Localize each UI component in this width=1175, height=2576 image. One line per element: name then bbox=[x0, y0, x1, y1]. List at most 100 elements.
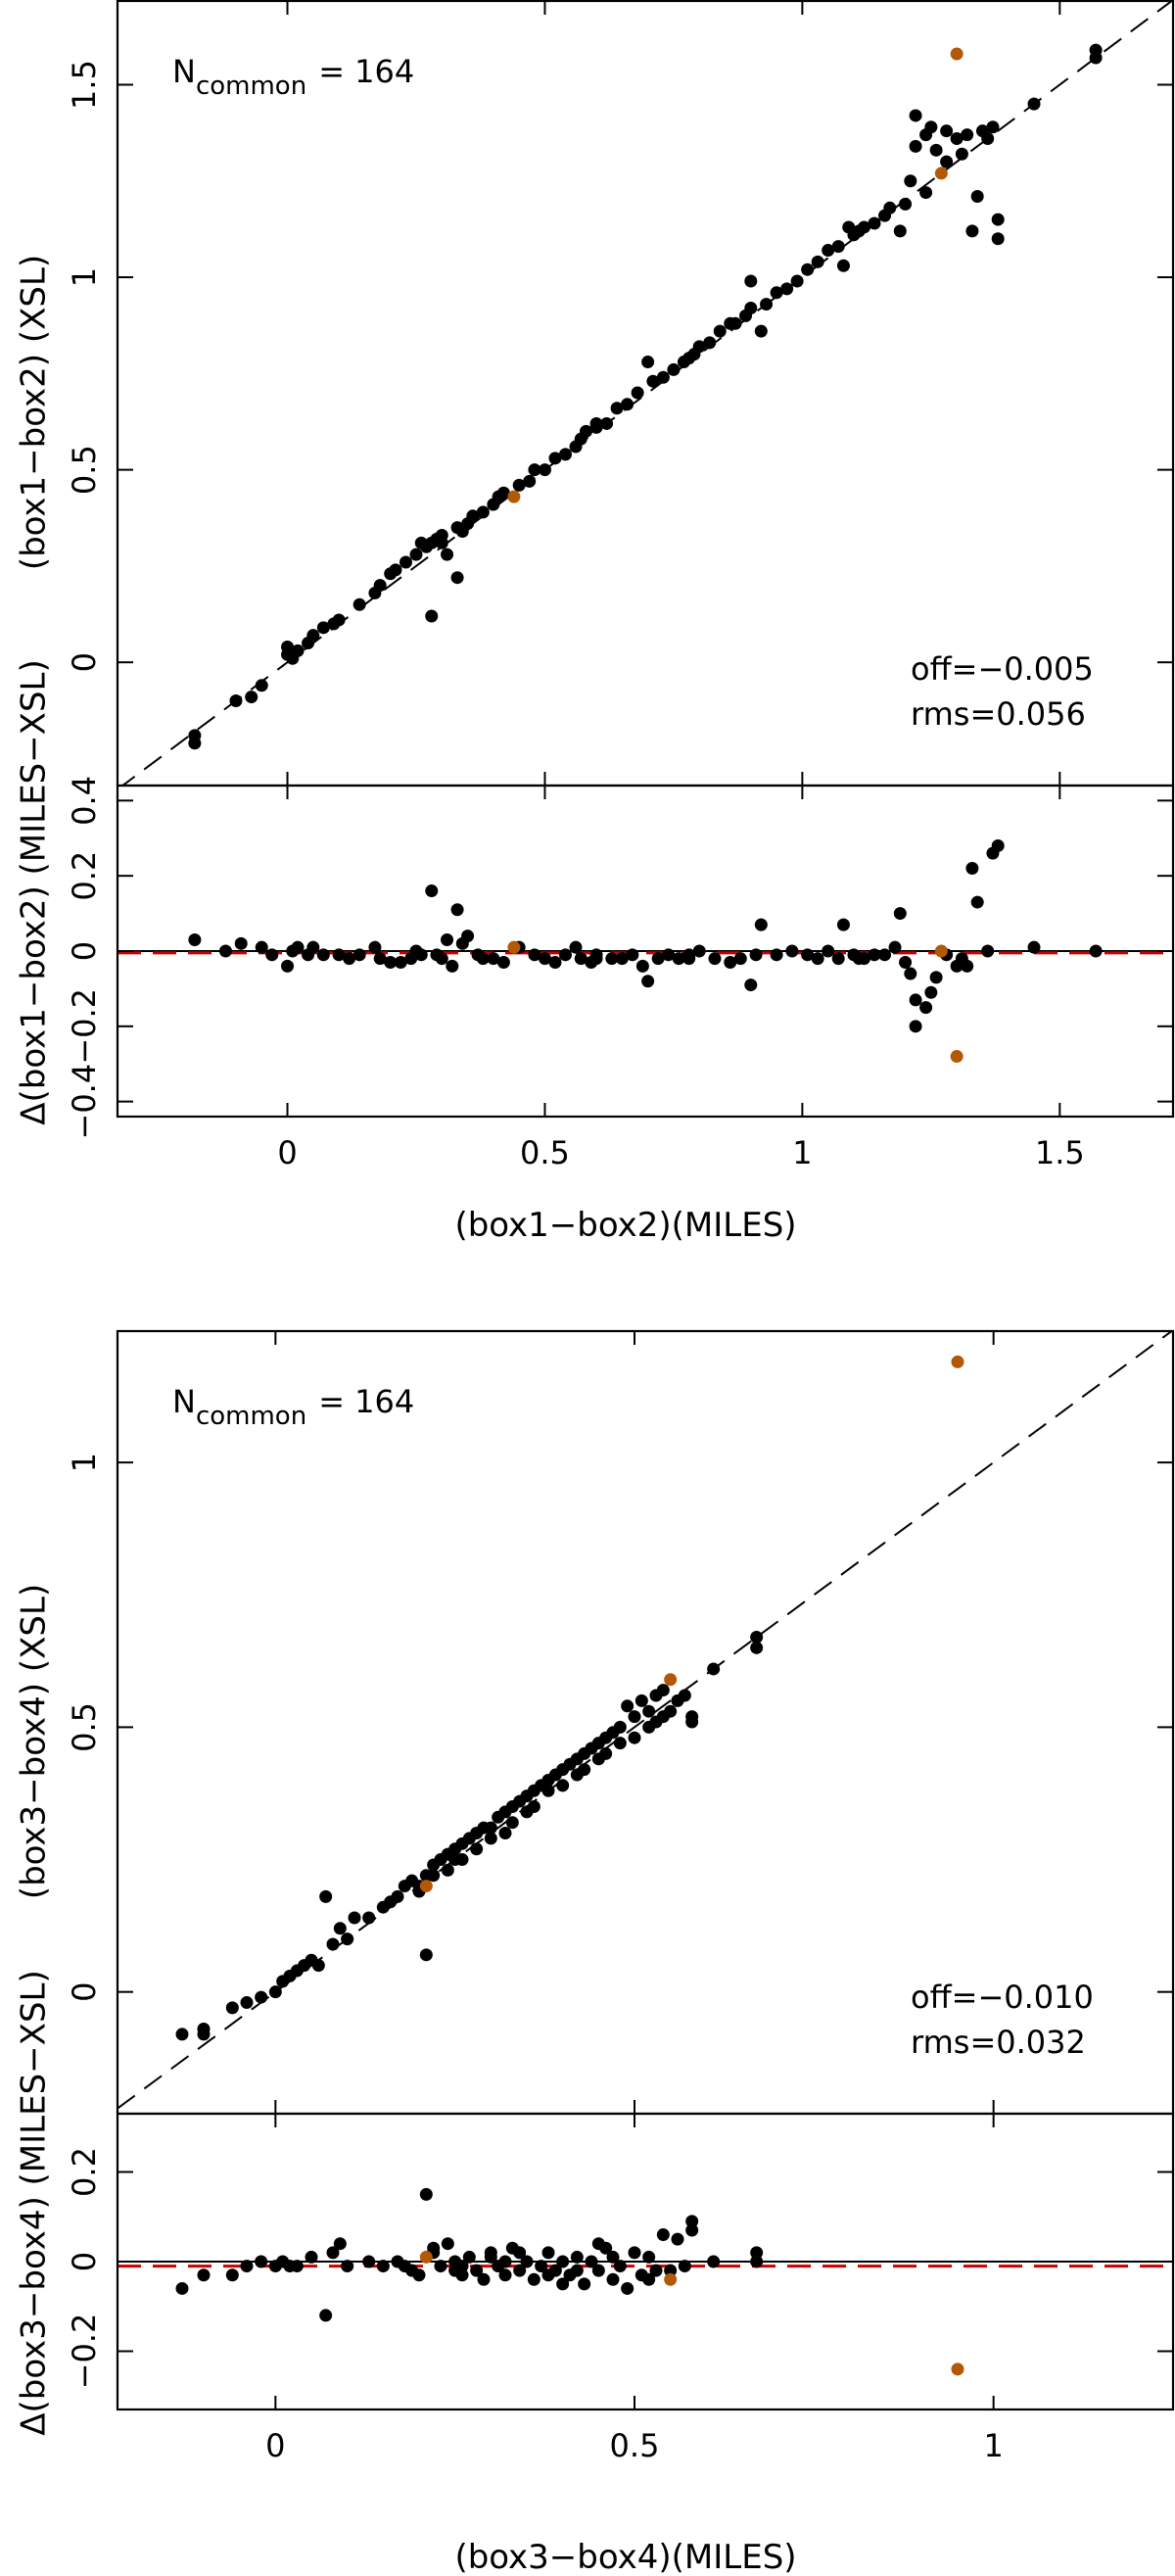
x-tick-label: 1.5 bbox=[1035, 1134, 1085, 1171]
residual-point bbox=[1027, 940, 1041, 954]
data-point bbox=[175, 2027, 189, 2041]
residual-point bbox=[326, 2246, 340, 2260]
residual-point bbox=[240, 2260, 254, 2273]
residual-point bbox=[836, 918, 850, 931]
residual-point bbox=[578, 2277, 591, 2291]
residual-point bbox=[441, 2237, 454, 2251]
residual-point bbox=[412, 2268, 426, 2282]
residual-point bbox=[924, 985, 938, 999]
residual-highlight-point bbox=[950, 1050, 964, 1064]
residual-point bbox=[591, 2237, 605, 2251]
data-point bbox=[414, 536, 428, 549]
data-point bbox=[352, 597, 366, 611]
y-tick-label: 1.5 bbox=[66, 60, 103, 110]
y-tick-label: 0 bbox=[66, 1981, 103, 2001]
residual-point bbox=[291, 940, 305, 954]
data-point bbox=[628, 1731, 641, 1744]
residual-point bbox=[409, 944, 423, 958]
residual-point bbox=[641, 975, 655, 988]
data-point bbox=[940, 124, 954, 138]
ncommon-annotation: Ncommon = 164 bbox=[172, 53, 414, 101]
data-point bbox=[332, 613, 346, 627]
residual-point bbox=[255, 940, 268, 954]
data-point bbox=[599, 1746, 613, 1760]
data-point bbox=[441, 548, 454, 561]
data-point bbox=[924, 120, 938, 134]
residual-point bbox=[878, 948, 892, 962]
data-point bbox=[780, 282, 794, 296]
data-point bbox=[801, 262, 815, 276]
data-point bbox=[425, 609, 439, 623]
residual-point bbox=[384, 956, 398, 970]
residual-point bbox=[541, 2268, 555, 2282]
residual-point bbox=[394, 956, 407, 970]
offset-annotation: off=−0.010 bbox=[911, 1979, 1094, 2016]
data-point bbox=[770, 286, 783, 300]
data-point bbox=[613, 1720, 627, 1734]
residual-point bbox=[981, 944, 995, 958]
residual-point bbox=[376, 2260, 390, 2273]
residual-point bbox=[1089, 944, 1103, 958]
y-tick-label: 0 bbox=[66, 2252, 103, 2271]
residual-point bbox=[343, 952, 356, 966]
data-point bbox=[909, 139, 922, 153]
x-axis-title: (box1−box2)(MILES) bbox=[454, 1206, 796, 1245]
highlight-point bbox=[664, 1673, 678, 1687]
highlight-point bbox=[950, 47, 964, 61]
data-point bbox=[754, 324, 768, 338]
y-tick-label: 0.4 bbox=[66, 776, 103, 826]
residual-highlight-point bbox=[507, 940, 521, 954]
data-point bbox=[229, 694, 243, 708]
residual-point bbox=[175, 2281, 189, 2295]
residual-point bbox=[341, 2260, 354, 2273]
residual-point bbox=[770, 948, 783, 962]
data-point bbox=[656, 370, 670, 384]
residual-point bbox=[919, 1001, 933, 1015]
residual-point bbox=[319, 2309, 333, 2322]
data-point bbox=[909, 109, 922, 122]
x-tick-label: 1 bbox=[792, 1134, 812, 1171]
data-point bbox=[642, 1704, 656, 1718]
residual-point bbox=[749, 948, 763, 962]
y-tick-label: 0.2 bbox=[66, 2147, 103, 2197]
residual-y-axis-title: Δ(box1−box2) (MILES−XSL) bbox=[15, 659, 54, 1124]
data-point bbox=[527, 1799, 540, 1813]
data-point bbox=[621, 1699, 634, 1713]
data-point bbox=[326, 1937, 340, 1951]
residual-point bbox=[450, 903, 464, 917]
residual-point bbox=[558, 948, 572, 962]
residual-point bbox=[448, 2255, 462, 2268]
data-point bbox=[831, 240, 845, 254]
residual-point bbox=[498, 2268, 512, 2282]
highlight-point bbox=[419, 1880, 433, 1893]
residual-point bbox=[527, 2272, 540, 2286]
residual-point bbox=[685, 2215, 699, 2228]
data-point bbox=[641, 356, 655, 369]
data-point bbox=[484, 1821, 497, 1835]
residual-point bbox=[651, 952, 665, 966]
data-point bbox=[634, 1693, 648, 1707]
offset-annotation: off=−0.005 bbox=[911, 650, 1094, 688]
residual-point bbox=[606, 2250, 620, 2264]
main-scatter-plot-area bbox=[120, 0, 1173, 786]
data-point bbox=[541, 1784, 555, 1797]
data-point bbox=[538, 463, 551, 477]
residual-point bbox=[446, 959, 459, 973]
residual-point bbox=[290, 2260, 304, 2273]
data-point bbox=[656, 1684, 670, 1697]
residual-point bbox=[801, 948, 815, 962]
data-point bbox=[1027, 97, 1041, 111]
data-point bbox=[528, 463, 541, 477]
residual-point bbox=[724, 956, 737, 970]
main-scatter-panel: 0 0.5 1 1.5 (box1−box2) (XSL) Ncommon = 164 off… bbox=[15, 0, 1175, 787]
data-point bbox=[240, 1995, 254, 2009]
residual-point bbox=[368, 940, 382, 954]
residual-point bbox=[893, 907, 907, 921]
residual-highlight-point bbox=[664, 2272, 678, 2286]
residual-y-axis-title: Δ(box3−box4) (MILES−XSL) bbox=[15, 1970, 54, 2435]
data-point bbox=[505, 1816, 519, 1830]
data-point bbox=[306, 629, 320, 643]
residual-point bbox=[970, 895, 984, 909]
data-point bbox=[580, 424, 593, 438]
rms-annotation: rms=0.056 bbox=[911, 695, 1086, 733]
